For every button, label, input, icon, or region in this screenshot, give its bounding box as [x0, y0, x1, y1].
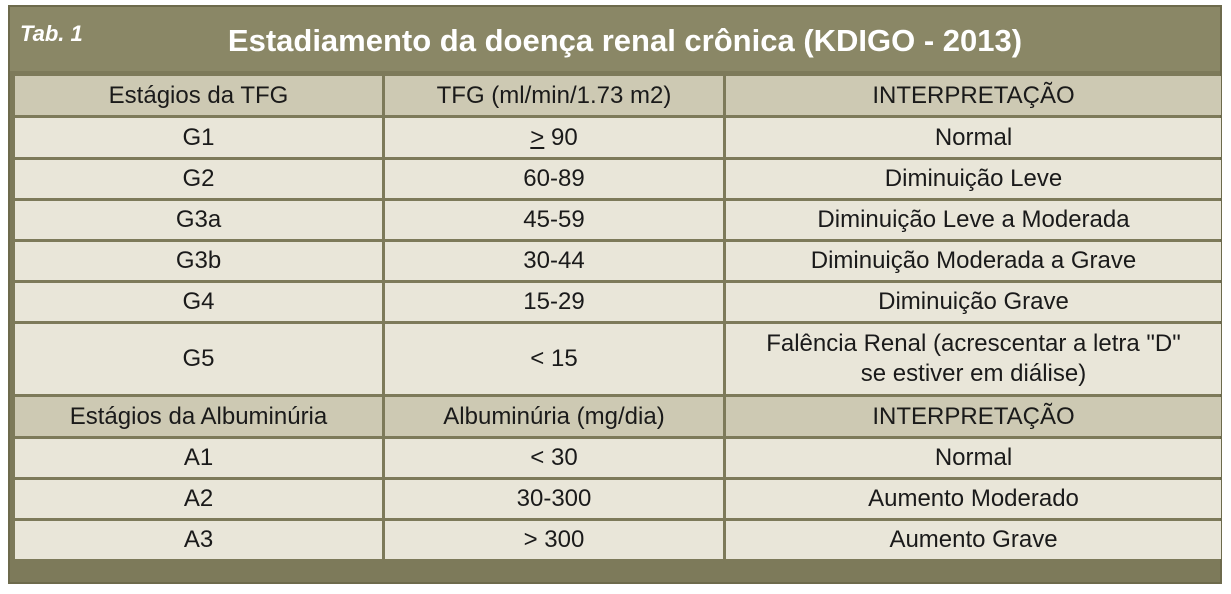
- interpretation-line: se estiver em diálise): [860, 360, 1087, 387]
- stage-cell: A3: [15, 521, 382, 559]
- value-cell: > 90: [385, 118, 723, 157]
- value-cell: 15-29: [385, 283, 723, 321]
- interpretation-cell: Normal: [726, 439, 1221, 477]
- interpretation-cell: Diminuição Leve: [726, 160, 1221, 198]
- stage-cell: G3a: [15, 201, 382, 239]
- value-cell: 60-89: [385, 160, 723, 198]
- stage-cell: G3b: [15, 242, 382, 280]
- value-cell: < 30: [385, 439, 723, 477]
- value-cell: > 300: [385, 521, 723, 559]
- stage-cell: A2: [15, 480, 382, 518]
- interpretation-cell: Diminuição Moderada a Grave: [726, 242, 1221, 280]
- table-row: G2 60-89 Diminuição Leve: [15, 160, 1221, 198]
- interpretation-cell: Aumento Grave: [726, 521, 1221, 559]
- interpretation-cell: Aumento Moderado: [726, 480, 1221, 518]
- title-bar: Tab. 1 Estadiamento da doença renal crôn…: [10, 7, 1220, 71]
- value-text: 90: [544, 123, 578, 151]
- stage-cell: A1: [15, 439, 382, 477]
- value-cell: 30-44: [385, 242, 723, 280]
- column-header: Estágios da TFG: [15, 76, 382, 115]
- table-row: G1 > 90 Normal: [15, 118, 1221, 157]
- column-header: Estágios da Albuminúria: [15, 397, 382, 436]
- table-title: Estadiamento da doença renal crônica (KD…: [227, 23, 1023, 58]
- stage-cell: G4: [15, 283, 382, 321]
- table-row: G5 < 15 Falência Renal (acrescentar a le…: [15, 324, 1221, 394]
- interpretation-cell: Falência Renal (acrescentar a letra "D" s…: [726, 324, 1221, 394]
- stage-cell: G1: [15, 118, 382, 157]
- table-frame: Tab. 1 Estadiamento da doença renal crôn…: [8, 5, 1222, 584]
- table-row: G4 15-29 Diminuição Grave: [15, 283, 1221, 321]
- value-cell: 30-300: [385, 480, 723, 518]
- table-number-label: Tab. 1: [20, 21, 83, 46]
- column-header: INTERPRETAÇÃO: [726, 397, 1221, 436]
- table-row: A3 > 300 Aumento Grave: [15, 521, 1221, 559]
- albumin-header-row: Estágios da Albuminúria Albuminúria (mg/…: [15, 397, 1221, 436]
- interpretation-cell: Diminuição Grave: [726, 283, 1221, 321]
- stage-cell: G2: [15, 160, 382, 198]
- value-cell: 45-59: [385, 201, 723, 239]
- table-row: A1 < 30 Normal: [15, 439, 1221, 477]
- column-header: Albuminúria (mg/dia): [385, 397, 723, 436]
- staging-table: Estágios da TFG TFG (ml/min/1.73 m2) INT…: [12, 73, 1224, 562]
- column-header: TFG (ml/min/1.73 m2): [385, 76, 723, 115]
- interpretation-cell: Normal: [726, 118, 1221, 157]
- tfg-header-row: Estágios da TFG TFG (ml/min/1.73 m2) INT…: [15, 76, 1221, 115]
- column-header: INTERPRETAÇÃO: [726, 76, 1221, 115]
- table-row: G3a 45-59 Diminuição Leve a Moderada: [15, 201, 1221, 239]
- greater-equal-symbol: >: [530, 123, 545, 151]
- table-row: A2 30-300 Aumento Moderado: [15, 480, 1221, 518]
- interpretation-line: Falência Renal (acrescentar a letra "D": [766, 330, 1181, 357]
- stage-cell: G5: [15, 324, 382, 394]
- table-row: G3b 30-44 Diminuição Moderada a Grave: [15, 242, 1221, 280]
- value-cell: < 15: [385, 324, 723, 394]
- interpretation-cell: Diminuição Leve a Moderada: [726, 201, 1221, 239]
